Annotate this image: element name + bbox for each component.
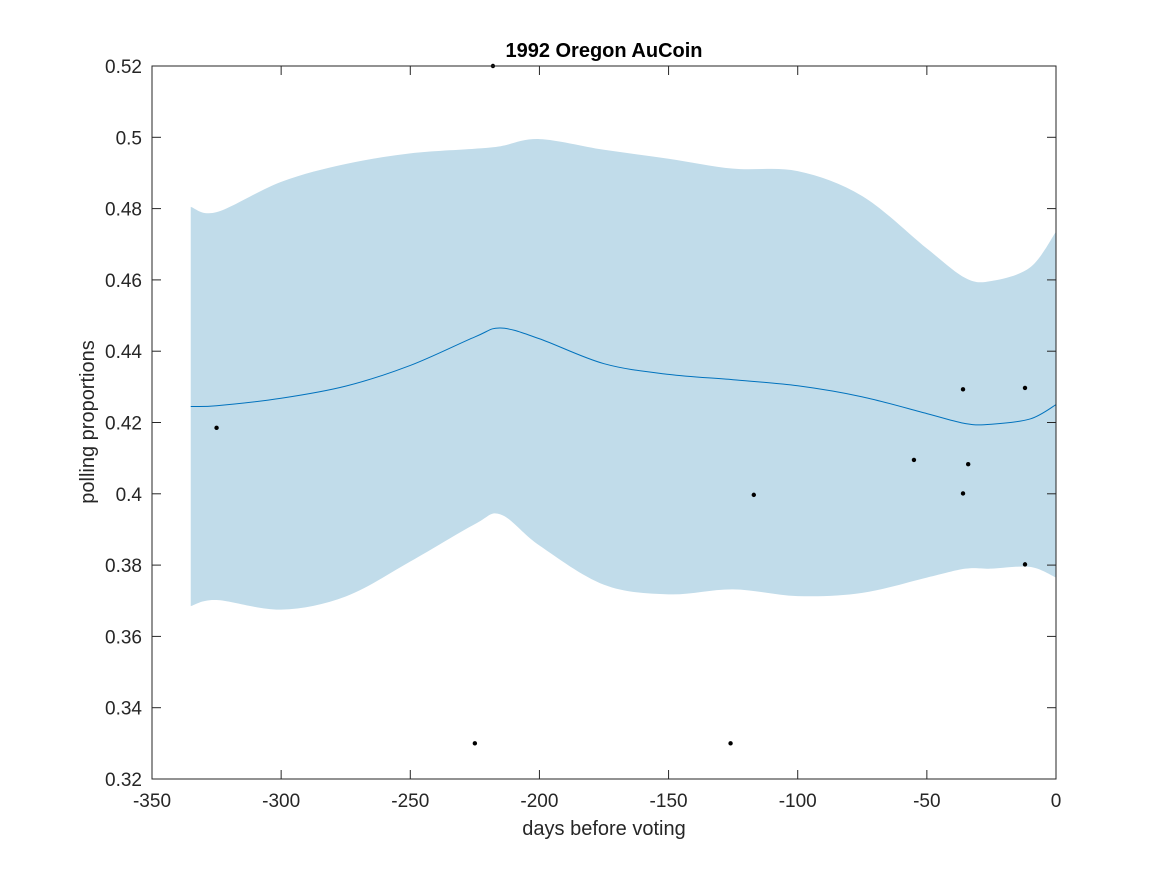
- confidence-band-layer: [190, 139, 1057, 610]
- y-tick-label: 0.46: [105, 271, 142, 292]
- y-tick-label: 0.44: [105, 342, 142, 363]
- poll-point: [214, 425, 219, 431]
- y-tick-label: 0.5: [116, 128, 142, 149]
- poll-point: [960, 491, 966, 496]
- y-tick-label: 0.4: [116, 485, 143, 506]
- poll-point: [728, 741, 733, 746]
- poll-point: [472, 741, 478, 746]
- y-tick-label: 0.42: [105, 414, 142, 435]
- y-tick-label: 0.36: [105, 627, 142, 648]
- x-tick-label: -200: [520, 791, 558, 812]
- poll-point: [911, 457, 917, 463]
- poll-point: [960, 387, 966, 392]
- chart-title: 1992 Oregon AuCoin: [505, 40, 702, 62]
- tick-labels-layer: -350 -300 -250 -200 -150 -100 -50 0 0.32 0.34 0.36…: [105, 57, 1061, 812]
- poll-point: [965, 462, 971, 467]
- x-tick-label: -150: [650, 791, 688, 812]
- poll-points-layer: [214, 63, 1028, 746]
- x-axis-label: days before voting: [522, 818, 685, 840]
- mean-line-layer: [190, 327, 1057, 426]
- y-tick-label: 0.38: [105, 556, 142, 577]
- y-tick-label: 0.32: [105, 770, 142, 791]
- x-tick-label: -300: [262, 791, 300, 812]
- mean-line: [190, 327, 1057, 426]
- y-tick-label: 0.52: [105, 57, 142, 78]
- y-tick-label: 0.48: [105, 200, 142, 221]
- x-tick-label: -100: [779, 791, 817, 812]
- confidence-band: [190, 139, 1057, 610]
- poll-point: [1022, 562, 1028, 567]
- poll-point: [1022, 385, 1028, 391]
- y-tick-label: 0.34: [105, 699, 142, 720]
- x-tick-label: -350: [133, 791, 171, 812]
- y-axis-label: polling proportions: [77, 340, 99, 503]
- poll-point: [751, 492, 757, 498]
- x-tick-label: 0: [1051, 791, 1062, 812]
- x-tick-label: -250: [391, 791, 429, 812]
- ticks-layer: [151, 65, 1057, 780]
- x-tick-label: -50: [913, 791, 940, 812]
